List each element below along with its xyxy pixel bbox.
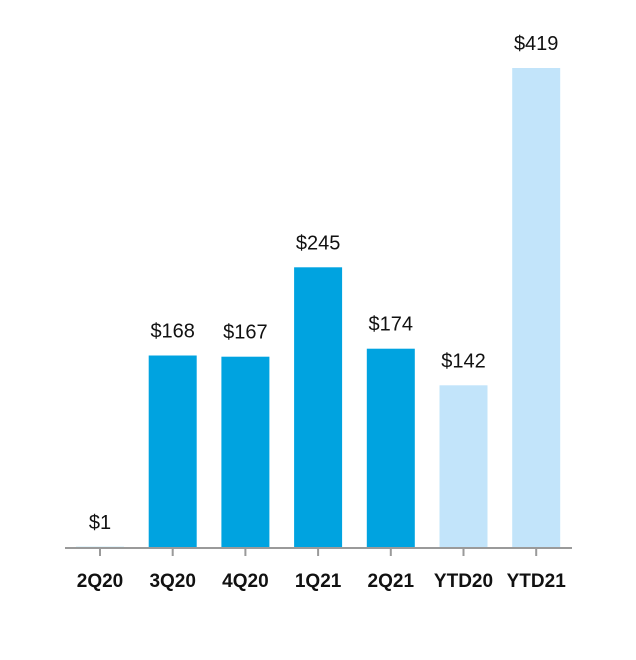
bar-ytd21 (512, 68, 561, 548)
x-tick-label-4q20: 4Q20 (222, 571, 268, 592)
x-tick-label-2q20: 2Q20 (77, 571, 123, 592)
x-tick-labels-layer: 2Q20 3Q20 4Q20 1Q21 2Q21 YTD20 YTD21 (77, 571, 566, 592)
bar-ytd20 (439, 385, 488, 548)
bar-3q20 (148, 355, 197, 548)
value-label-2q21: $174 (369, 314, 414, 336)
value-label-ytd21: $419 (514, 33, 559, 55)
value-label-3q20: $168 (150, 321, 195, 343)
value-label-2q20: $1 (89, 512, 111, 534)
value-label-1q21: $245 (296, 232, 341, 254)
value-label-ytd20: $142 (441, 350, 486, 372)
bars-layer (76, 68, 561, 548)
value-labels-layer: $1 $168 $167 $245 $174 $142 $419 (89, 33, 559, 534)
bar-4q20 (221, 356, 270, 548)
value-label-4q20: $167 (223, 322, 268, 344)
bar-1q21 (294, 267, 343, 548)
x-tick-label-3q20: 3Q20 (149, 571, 195, 592)
x-tick-label-1q21: 1Q21 (295, 571, 342, 592)
x-tick-label-ytd21: YTD21 (507, 571, 567, 592)
x-axis (65, 547, 572, 556)
bar-2q21 (366, 348, 415, 548)
x-tick-label-ytd20: YTD20 (434, 571, 493, 592)
x-tick-label-2q21: 2Q21 (368, 571, 415, 592)
